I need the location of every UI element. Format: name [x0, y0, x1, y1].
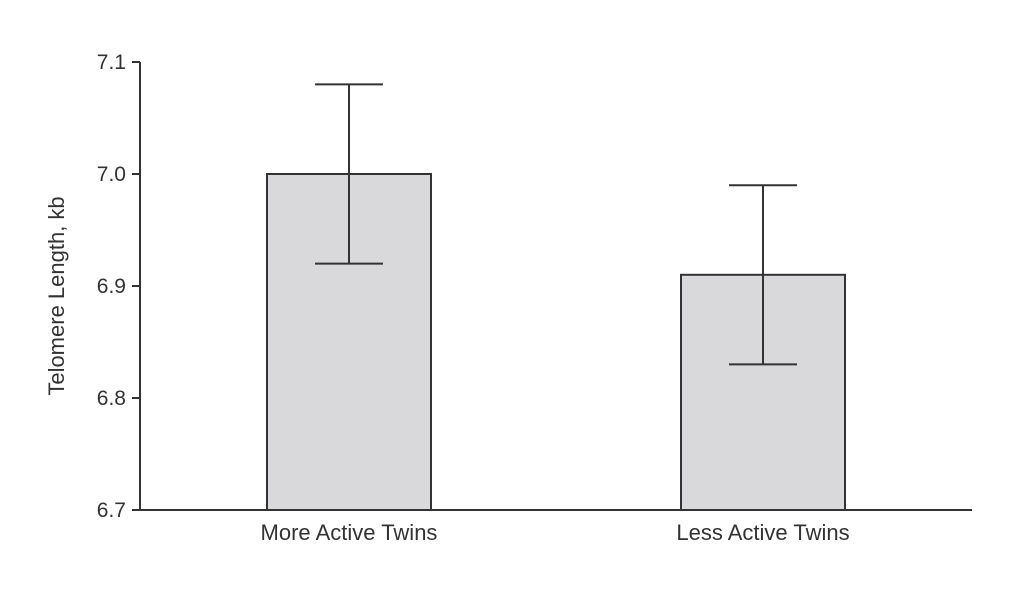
y-axis-title: Telomere Length, kb — [44, 196, 69, 395]
y-tick-label-3: 7.0 — [97, 163, 126, 186]
y-tick-label-2: 6.9 — [97, 275, 126, 298]
x-tick-label-1: Less Active Twins — [676, 520, 849, 545]
y-tick-label-4: 7.1 — [97, 51, 126, 74]
y-tick-label-1: 6.8 — [97, 387, 126, 410]
y-tick-label-0: 6.7 — [97, 499, 126, 522]
x-tick-label-0: More Active Twins — [261, 520, 438, 545]
